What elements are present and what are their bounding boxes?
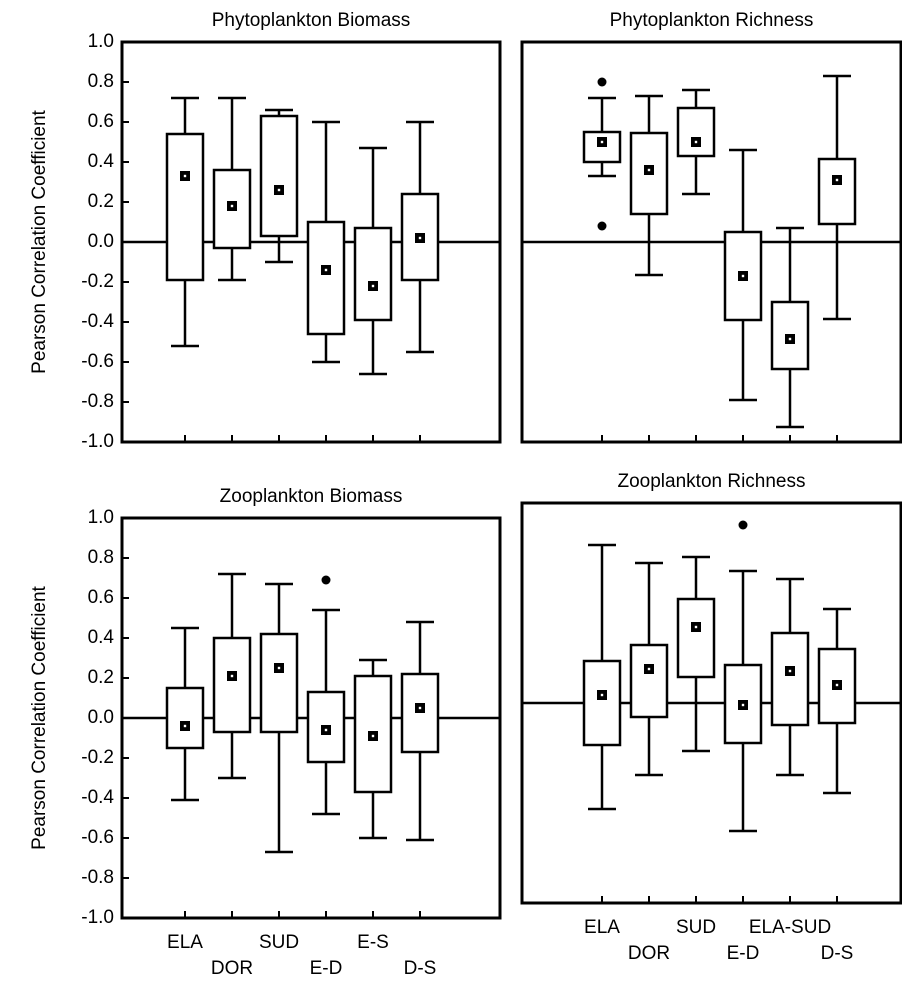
mean-dot	[277, 666, 281, 670]
mean-dot	[230, 674, 234, 678]
mean-dot	[371, 734, 375, 738]
box	[582, 659, 622, 747]
x-tick-label: DOR	[628, 943, 670, 964]
y-tick-label: -0.8	[81, 867, 114, 888]
y-tick-label: -0.4	[81, 787, 114, 808]
y-tick-label: 0.0	[88, 707, 114, 728]
box	[306, 690, 346, 764]
mean-dot	[183, 174, 187, 178]
outlier	[738, 520, 748, 530]
mean-dot	[277, 188, 281, 192]
box	[676, 597, 716, 679]
y-tick-label: -0.6	[81, 351, 114, 372]
y-tick-label: 0.4	[88, 151, 115, 172]
box	[817, 647, 857, 725]
panel-title: Zooplankton Biomass	[220, 486, 403, 507]
box	[676, 106, 716, 158]
mean-dot	[324, 728, 328, 732]
x-tick-label: E-D	[310, 958, 343, 979]
y-tick-label: -0.2	[81, 747, 114, 768]
y-tick-label: 0.8	[88, 71, 114, 92]
y-tick-label: 0.2	[88, 191, 114, 212]
x-tick-label: DOR	[211, 958, 253, 979]
x-tick-label: SUD	[259, 932, 299, 953]
mean-dot	[694, 625, 698, 629]
y-tick-label: 1.0	[88, 31, 114, 52]
mean-dot	[741, 703, 745, 707]
mean-dot	[647, 667, 651, 671]
x-tick-label: ELA	[584, 917, 620, 938]
mean-dot	[600, 693, 604, 697]
panel-title: Zooplankton Richness	[618, 471, 806, 492]
box	[770, 631, 810, 727]
y-tick-label: -1.0	[81, 431, 114, 452]
mean-dot	[371, 284, 375, 288]
mean-dot	[418, 706, 422, 710]
x-tick-label: E-S	[357, 932, 389, 953]
outlier	[321, 575, 331, 585]
box	[353, 226, 393, 322]
y-tick-label: 0.6	[88, 587, 114, 608]
box	[629, 643, 669, 719]
x-tick-label: D-S	[821, 943, 854, 964]
box	[817, 157, 857, 226]
box	[259, 632, 299, 734]
mean-dot	[788, 669, 792, 673]
box	[306, 220, 346, 336]
mean-dot	[230, 204, 234, 208]
box	[165, 132, 205, 282]
box	[212, 636, 252, 734]
box	[165, 686, 205, 750]
box	[723, 663, 763, 745]
y-tick-label: -0.4	[81, 311, 114, 332]
mean-dot	[324, 268, 328, 272]
panel-title: Phytoplankton Biomass	[212, 10, 411, 31]
mean-dot	[835, 683, 839, 687]
x-tick-label: ELA-SUD	[749, 917, 831, 938]
mean-dot	[600, 140, 604, 144]
mean-dot	[418, 236, 422, 240]
mean-dot	[647, 168, 651, 172]
y-tick-label: -0.2	[81, 271, 114, 292]
y-tick-label: 0.6	[88, 111, 114, 132]
box	[770, 300, 810, 371]
y-tick-label: 1.0	[88, 507, 114, 528]
panel-title: Phytoplankton Richness	[610, 10, 814, 31]
mean-dot	[694, 140, 698, 144]
y-tick-label: 0.8	[88, 547, 114, 568]
mean-dot	[183, 724, 187, 728]
x-tick-label: SUD	[676, 917, 716, 938]
x-tick-label: D-S	[404, 958, 437, 979]
mean-dot	[835, 178, 839, 182]
y-tick-label: -0.8	[81, 391, 114, 412]
y-axis-label: Pearson Correlation Coefficient	[29, 109, 50, 373]
outlier	[597, 77, 607, 87]
x-tick-label: E-D	[727, 943, 760, 964]
mean-dot	[788, 337, 792, 341]
y-tick-label: 0.4	[88, 627, 115, 648]
y-axis-label: Pearson Correlation Coefficient	[29, 585, 50, 849]
y-tick-label: -1.0	[81, 907, 114, 928]
y-tick-label: 0.0	[88, 231, 114, 252]
box	[259, 114, 299, 238]
x-tick-label: ELA	[167, 932, 203, 953]
y-tick-label: -0.6	[81, 827, 114, 848]
outlier	[597, 221, 607, 231]
y-tick-label: 0.2	[88, 667, 114, 688]
mean-dot	[741, 274, 745, 278]
